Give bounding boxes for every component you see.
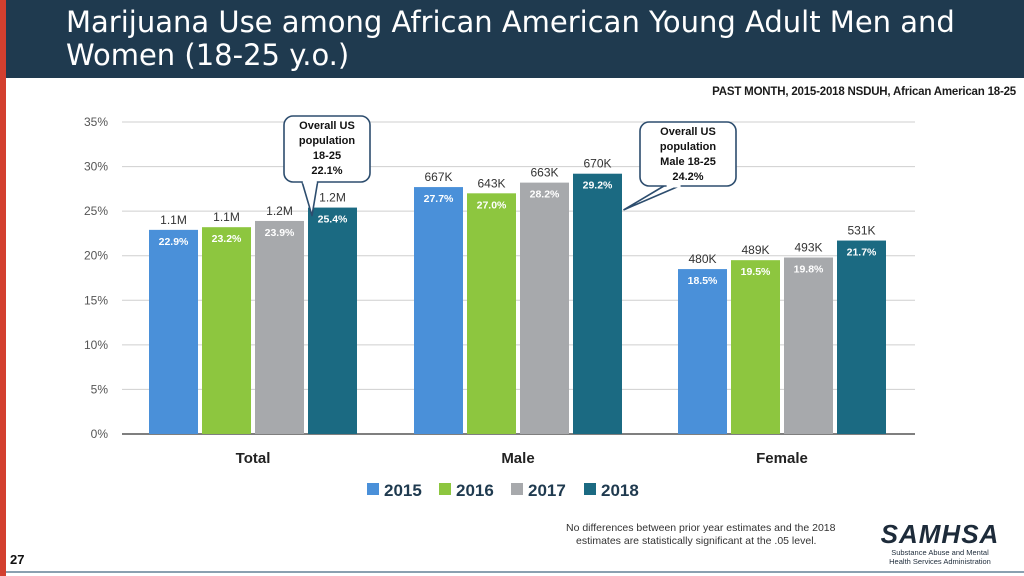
bar-total-2018: [308, 207, 357, 434]
legend-swatch-2015: [367, 483, 379, 495]
count-label: 531K: [847, 224, 875, 238]
callout-text: 22.1%: [311, 165, 342, 177]
count-label: 1.1M: [160, 213, 187, 227]
bar-female-2017: [784, 257, 833, 434]
count-label: 1.2M: [319, 191, 346, 205]
y-tick-label: 25%: [84, 204, 108, 218]
callout-box: [283, 115, 371, 183]
count-label: 489K: [741, 243, 769, 257]
bottom-divider: [6, 571, 1024, 573]
callout-text: Overall US: [660, 126, 716, 138]
count-label: 493K: [794, 240, 822, 254]
y-tick-label: 30%: [84, 160, 108, 174]
footnote-line-1: No differences between prior year estima…: [566, 522, 836, 534]
callout-text: population: [660, 141, 716, 153]
data-label: 22.9%: [159, 236, 189, 248]
y-tick-label: 15%: [84, 293, 108, 307]
legend-swatch-2018: [584, 483, 596, 495]
data-label: 29.2%: [583, 180, 613, 192]
y-tick-label: 10%: [84, 338, 108, 352]
data-label: 23.9%: [265, 227, 295, 239]
bar-total-2015: [149, 229, 198, 434]
count-label: 667K: [424, 170, 452, 184]
callout-pointer: [623, 184, 682, 211]
data-label: 23.2%: [212, 233, 242, 245]
callout-text: 18-25: [313, 150, 341, 162]
bar-female-2015: [678, 269, 727, 434]
data-source-label: PAST MONTH, 2015-2018 NSDUH, African Ame…: [712, 86, 1016, 98]
count-label: 643K: [477, 176, 505, 190]
count-label: 670K: [583, 157, 611, 171]
legend-label: 2016: [456, 481, 494, 500]
bar-male-2017: [520, 182, 569, 434]
data-label: 21.7%: [847, 247, 877, 259]
legend-swatch-2017: [511, 483, 523, 495]
callout-box: [639, 121, 737, 187]
count-label: 663K: [530, 166, 558, 180]
count-label: 1.2M: [266, 204, 293, 218]
data-label: 28.2%: [530, 189, 560, 201]
data-label: 27.0%: [477, 199, 507, 211]
samhsa-logo: SAMHSA Substance Abuse and Mental Health…: [880, 520, 1000, 566]
title-bar: Marijuana Use among African American You…: [6, 0, 1024, 78]
data-label: 19.8%: [794, 263, 824, 275]
data-label: 27.7%: [424, 193, 454, 205]
bar-male-2018: [573, 173, 622, 434]
bar-total-2016: [202, 227, 251, 434]
callout-pointer: [301, 180, 319, 217]
x-category-label: Total: [236, 450, 271, 467]
bar-total-2017: [255, 220, 304, 434]
callout-text: population: [299, 135, 355, 147]
x-category-label: Female: [756, 450, 808, 467]
legend-label: 2018: [601, 481, 639, 500]
legend-label: 2015: [384, 481, 422, 500]
footnote: No differences between prior year estima…: [566, 522, 866, 548]
x-category-label: Male: [501, 450, 534, 467]
count-label: 1.1M: [213, 210, 240, 224]
count-label: 480K: [688, 252, 716, 266]
footnote-line-2: estimates are statistically significant …: [576, 535, 817, 547]
callout-text: Male 18-25: [660, 156, 716, 168]
data-label: 19.5%: [741, 266, 771, 278]
y-tick-label: 35%: [84, 115, 108, 129]
bar-male-2015: [414, 187, 463, 434]
callout-text: Overall US: [299, 120, 355, 132]
left-accent-bar: [0, 0, 6, 576]
legend-label: 2017: [528, 481, 566, 500]
y-tick-label: 20%: [84, 249, 108, 263]
bar-female-2016: [731, 260, 780, 434]
logo-wordmark: SAMHSA: [880, 519, 1000, 549]
data-label: 25.4%: [318, 214, 348, 226]
bar-female-2018: [837, 240, 886, 434]
callout-text: 24.2%: [672, 171, 703, 183]
legend-swatch-2016: [439, 483, 451, 495]
logo-tagline: Substance Abuse and Mental Health Servic…: [889, 548, 991, 566]
y-tick-label: 0%: [91, 427, 109, 441]
bar-male-2016: [467, 193, 516, 434]
slide-title: Marijuana Use among African American You…: [66, 5, 955, 72]
y-tick-label: 5%: [91, 382, 109, 396]
data-label: 18.5%: [688, 275, 718, 287]
page-number: 27: [10, 552, 25, 567]
